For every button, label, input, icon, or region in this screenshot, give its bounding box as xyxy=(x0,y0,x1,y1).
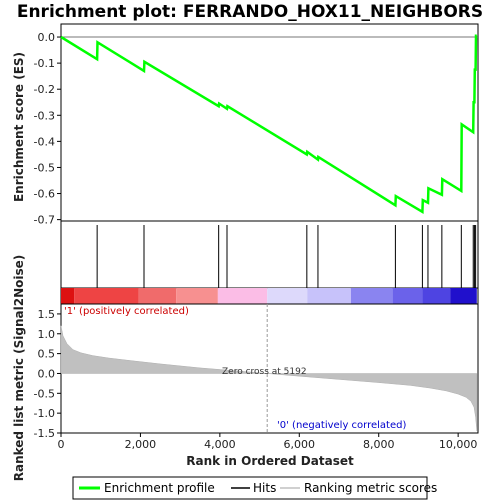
metric-y-tick-label: 0.0 xyxy=(38,367,56,380)
metric-y-tick-label: -0.5 xyxy=(34,387,55,400)
rank-heatmap-bar xyxy=(61,288,477,304)
metric-y-tick-label: 0.5 xyxy=(38,348,56,361)
metric-y-tick-label: -1.0 xyxy=(34,407,55,420)
legend-entry-ranking-metric: Ranking metric scores xyxy=(280,481,437,495)
heatmap-segment xyxy=(267,288,308,304)
heatmap-segment xyxy=(217,288,268,304)
hits-panel-frame xyxy=(60,220,479,289)
heatmap-segment xyxy=(74,288,139,304)
enrichment-profile-line xyxy=(60,34,478,214)
x-tick-label: 2,000 xyxy=(125,438,157,451)
hits-group xyxy=(96,225,477,288)
metric-y-tick-label: -1.5 xyxy=(34,427,55,440)
heatmap-segment xyxy=(422,288,451,304)
x-tick-label: 10,000 xyxy=(439,438,478,451)
x-tick-label: 4,000 xyxy=(204,438,236,451)
metric-y-axis-label: Ranked list metric (Signal2Noise) xyxy=(12,255,26,482)
metric-y-tick-label: 1.5 xyxy=(38,308,56,321)
es-y-axis: 0.0 -0.1 -0.2 -0.3 -0.4 -0.5 -0.6 -0.7 xyxy=(34,31,61,227)
es-y-tick-label: -0.7 xyxy=(34,214,55,227)
es-y-tick-label: -0.6 xyxy=(34,188,55,201)
negative-correlation-label: '0' (negatively correlated) xyxy=(277,420,406,431)
ranking-metric-area xyxy=(60,325,478,432)
es-y-tick-label: 0.0 xyxy=(38,31,56,44)
legend-entry-hits: Hits xyxy=(231,481,276,495)
legend-label-hits: Hits xyxy=(253,481,276,495)
x-tick-label: 0 xyxy=(58,438,65,451)
legend-entry-enrichment-profile: Enrichment profile xyxy=(79,481,215,495)
es-y-axis-label: Enrichment score (ES) xyxy=(12,52,26,202)
zero-cross-label: Zero cross at 5192 xyxy=(222,367,307,377)
heatmap-segment xyxy=(307,288,351,304)
x-tick-label: 8,000 xyxy=(363,438,395,451)
heatmap-segment xyxy=(176,288,218,304)
chart-title: Enrichment plot: FERRANDO_HOX11_NEIGHBOR… xyxy=(17,2,483,22)
metric-y-tick-label: 1.0 xyxy=(38,328,56,341)
x-axis-label: Rank in Ordered Dataset xyxy=(186,454,354,468)
legend-label-ranking-metric: Ranking metric scores xyxy=(304,481,437,495)
es-y-tick-label: -0.3 xyxy=(34,109,55,122)
es-y-tick-label: -0.1 xyxy=(34,57,55,70)
es-y-tick-label: -0.2 xyxy=(34,83,55,96)
metric-y-axis: 1.5 1.0 0.5 0.0 -0.5 -1.0 -1.5 xyxy=(34,308,61,440)
legend-label-enrichment-profile: Enrichment profile xyxy=(104,481,215,495)
heatmap-segment xyxy=(450,288,477,304)
heatmap-segment xyxy=(350,288,393,304)
es-panel-frame xyxy=(60,23,479,222)
heatmap-segment xyxy=(61,288,75,304)
es-y-tick-label: -0.5 xyxy=(34,161,55,174)
x-tick-label: 6,000 xyxy=(284,438,316,451)
heatmap-segment xyxy=(392,288,423,304)
es-y-tick-label: -0.4 xyxy=(34,135,55,148)
heatmap-segment xyxy=(138,288,177,304)
positive-correlation-label: '1' (positively correlated) xyxy=(64,306,189,317)
x-axis: 0 2,000 4,000 6,000 8,000 10,000 xyxy=(58,433,478,451)
